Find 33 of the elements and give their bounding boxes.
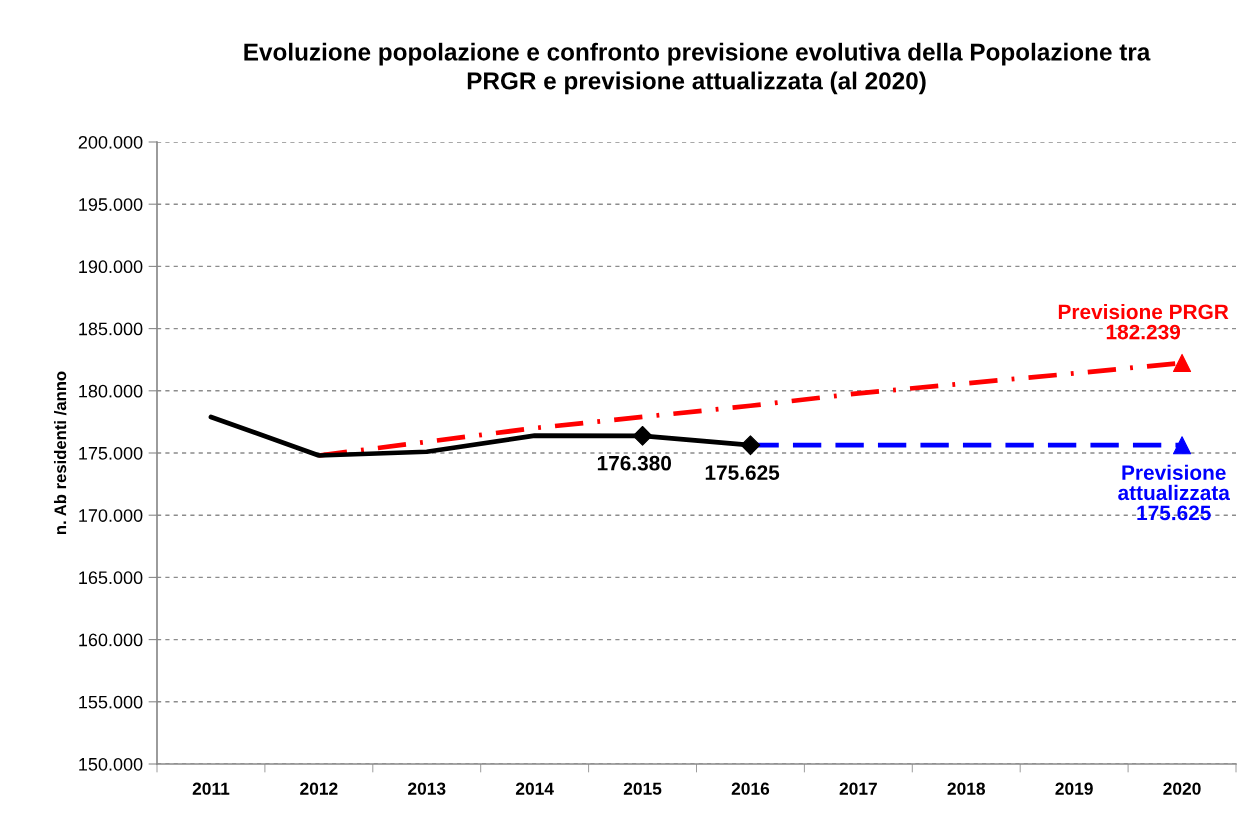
y-tick-label: 195.000 (79, 198, 143, 211)
y-tick-label: 185.000 (79, 322, 143, 336)
x-tick-label: 2017 (839, 782, 877, 795)
x-tick-label: 2013 (408, 782, 446, 795)
y-axis-title: n. Ab residenti /anno (53, 371, 67, 534)
y-tick-label: 170.000 (79, 509, 143, 522)
point (1172, 436, 1192, 455)
data-label: 176.380 (597, 455, 672, 471)
x-tick-label: 2018 (947, 782, 986, 795)
data-label: 175.625 (705, 465, 780, 480)
y-tick-label: 190.000 (79, 260, 143, 274)
y-tick-label: 155.000 (79, 695, 143, 709)
text: Previsione PRGR (1058, 303, 1229, 320)
x-tick-label: 2020 (1163, 782, 1201, 795)
data-label: 182.239 (1106, 324, 1181, 340)
x-tick-label: 2019 (1055, 782, 1093, 795)
y-tick-label: 175.000 (79, 446, 143, 460)
y-tick-label: 165.000 (79, 571, 143, 585)
point (740, 435, 761, 456)
x-tick-label: 2012 (300, 782, 338, 795)
series-label: Previsione attualizzata (1118, 464, 1230, 501)
x-tick-label: 2016 (731, 782, 770, 795)
data-label: 175.625 (1137, 505, 1211, 521)
y-tick-label: 180.000 (79, 384, 143, 398)
y-tick-label: 200.000 (78, 135, 143, 149)
point (632, 425, 653, 446)
chart-title: Evoluzione popolazione e confronto previsione evolutiva della Popolazione tra PRGR e previsione attualizzata (al 2020) (244, 42, 1151, 95)
x-tick-label: 2011 (192, 782, 230, 795)
point (1172, 353, 1192, 373)
x-tick-label: 2015 (623, 782, 662, 795)
x-tick-label: 2014 (515, 782, 554, 795)
y-tick-label: 160.000 (79, 633, 143, 647)
y-tick-label: 150.000 (79, 757, 143, 771)
